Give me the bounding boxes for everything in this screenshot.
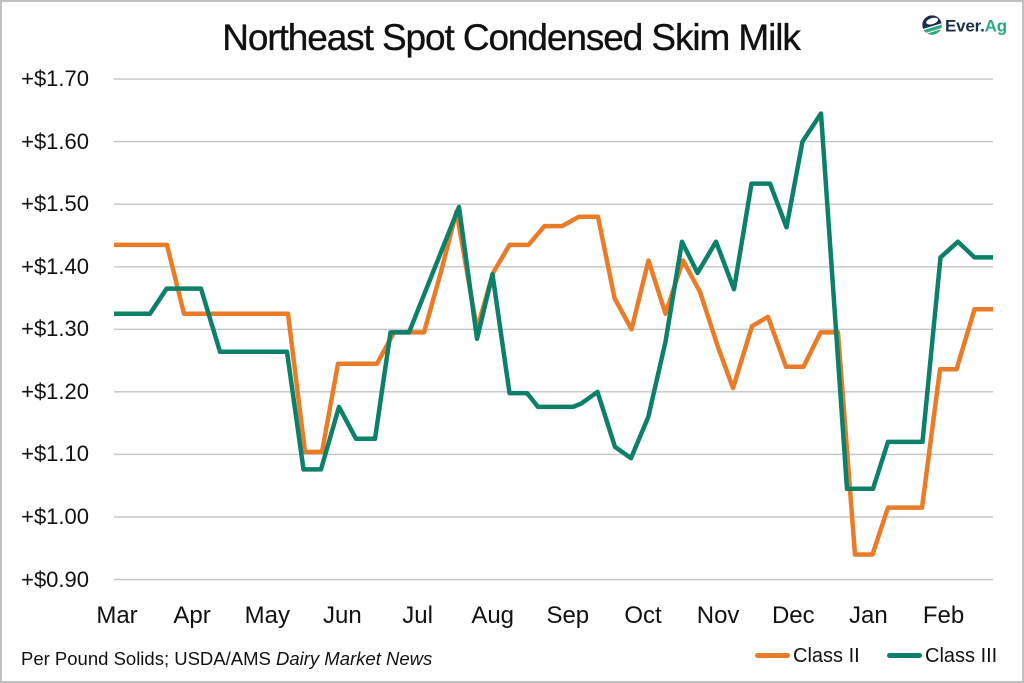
svg-text:Ever.Ag: Ever.Ag [945,17,1007,36]
